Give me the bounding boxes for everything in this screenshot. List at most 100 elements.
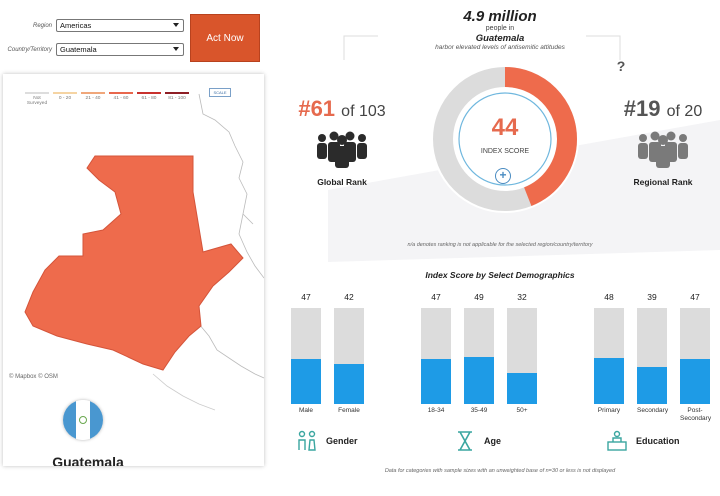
region-filter: Region Americas — [6, 19, 184, 32]
bar-fill — [507, 373, 537, 404]
bar-edu-post-secondary[interactable]: 47 Post-Secondary — [680, 292, 711, 422]
people-group-icon — [638, 131, 688, 168]
map-attribution: © Mapbox © OSM — [9, 374, 58, 380]
bar-age-35-49[interactable]: 49 35-49 — [464, 292, 494, 415]
legend-swatch — [165, 92, 189, 94]
bar-fill — [464, 356, 494, 404]
bar-value: 47 — [301, 292, 311, 302]
country-select-value: Guatemala — [60, 45, 97, 54]
bar-female[interactable]: 42 Female — [334, 292, 364, 415]
bar-age-18-34[interactable]: 47 18-34 — [421, 292, 451, 415]
global-rank-value: #61 — [298, 96, 336, 121]
headline-description: harbor elevated levels of antisemitic at… — [435, 44, 565, 51]
map-legend: Not Surveyed 0 - 20 21 - 40 41 - 60 61 - 80 8… — [25, 92, 189, 106]
bar-category: Secondary — [637, 407, 669, 414]
regional-rank: #19 of 20 Regional Rank — [608, 96, 718, 187]
bar-male[interactable]: 47 Male — [291, 292, 321, 415]
bar-category: 18-34 — [427, 407, 445, 414]
bar-category: 50+ — [516, 407, 528, 414]
headline-count: 4.9 million — [463, 8, 537, 25]
question-icon[interactable]: ? — [616, 58, 626, 74]
headline-country: Guatemala — [475, 33, 525, 44]
bar-age-50-plus[interactable]: 32 50+ — [507, 292, 537, 415]
headline-line1: people in — [485, 25, 515, 32]
country-filter: Country/Territory Guatemala — [6, 43, 184, 56]
legend-swatch — [53, 92, 77, 94]
legend-swatch — [81, 92, 105, 94]
global-rank-label: Global Rank — [317, 177, 367, 187]
ranking-note: n/a denotes ranking is not applicable fo… — [407, 242, 593, 248]
legend-item: Not Surveyed — [25, 92, 49, 106]
bar-category: Male — [298, 407, 314, 414]
chevron-down-icon — [173, 23, 179, 27]
legend-label: 61 - 80 — [141, 96, 157, 101]
regional-rank-value: #19 — [623, 96, 661, 121]
legend-label: Not Surveyed — [26, 96, 48, 106]
region-label: Region — [32, 22, 52, 29]
global-rank-total: of 103 — [341, 103, 386, 120]
index-score-label: INDEX SCORE — [480, 148, 530, 155]
headline: 4.9 million people in Guatemala harbor e… — [380, 8, 620, 51]
coast-line — [152, 373, 216, 411]
border-line — [198, 93, 254, 225]
demographics-title: Index Score by Select Demographics — [425, 270, 575, 280]
age-group: Age — [454, 430, 501, 452]
bar-fill — [637, 366, 667, 404]
border-line — [198, 323, 264, 379]
legend-label: 41 - 60 — [113, 96, 129, 101]
bar-value: 39 — [647, 292, 657, 302]
bar-value: 49 — [474, 292, 484, 302]
global-rank: #61 of 103 Global Rank — [282, 96, 402, 187]
bar-fill — [291, 358, 321, 404]
bar-fill — [421, 358, 451, 404]
gender-icon — [298, 430, 316, 451]
education-group: Education — [606, 430, 680, 452]
map-card[interactable]: Not Surveyed 0 - 20 21 - 40 41 - 60 61 - 80 8… — [3, 74, 264, 466]
country-map[interactable] — [3, 74, 264, 466]
legend-swatch — [137, 92, 161, 94]
legend-label: 81 - 100 — [168, 96, 186, 101]
legend-item: 21 - 40 — [81, 92, 105, 106]
border-line — [238, 213, 264, 279]
bar-fill — [334, 363, 364, 404]
bar-category: 35-49 — [470, 407, 488, 414]
legend-swatch — [109, 92, 133, 94]
bar-value: 47 — [690, 292, 700, 302]
legend-swatch — [25, 92, 49, 94]
act-now-button[interactable]: Act Now — [190, 14, 260, 62]
gender-group: Gender — [296, 430, 358, 452]
bar-value: 48 — [604, 292, 614, 302]
chevron-down-icon — [173, 47, 179, 51]
regional-rank-label: Regional Rank — [633, 177, 693, 187]
bar-fill — [680, 358, 710, 404]
guatemala-region[interactable] — [24, 155, 244, 371]
country-label: Country/Territory — [7, 46, 52, 53]
flag-icon — [63, 400, 103, 440]
legend-item: 0 - 20 — [53, 92, 77, 106]
plus-icon[interactable]: + — [495, 168, 511, 184]
legend-item: 61 - 80 — [137, 92, 161, 106]
index-score-gauge: 44 INDEX SCORE + — [428, 62, 582, 216]
bar-value: 42 — [344, 292, 354, 302]
gauge-ring — [431, 65, 579, 213]
education-label: Education — [636, 436, 680, 446]
footnote: Data for categories with sample sizes wi… — [384, 468, 616, 474]
legend-item: 81 - 100 — [165, 92, 189, 106]
index-score-value: 44 — [491, 114, 519, 141]
region-select[interactable]: Americas — [56, 19, 184, 32]
country-select[interactable]: Guatemala — [56, 43, 184, 56]
left-panel: Region Americas Country/Territory Guatem… — [0, 0, 268, 496]
country-name: Guatemala — [52, 454, 124, 466]
gender-label: Gender — [326, 436, 358, 446]
people-group-icon — [317, 131, 367, 168]
bar-value: 32 — [517, 292, 527, 302]
bar-fill — [594, 357, 624, 404]
teacher-icon — [607, 430, 627, 451]
legend-scale-badge: SCALE — [209, 88, 231, 97]
hourglass-icon — [458, 431, 472, 451]
bar-edu-primary[interactable]: 48 Primary — [594, 292, 624, 415]
bar-value: 47 — [431, 292, 441, 302]
legend-label: 0 - 20 — [58, 96, 72, 101]
age-label: Age — [484, 436, 502, 446]
bar-edu-secondary[interactable]: 39 Secondary — [637, 292, 669, 415]
